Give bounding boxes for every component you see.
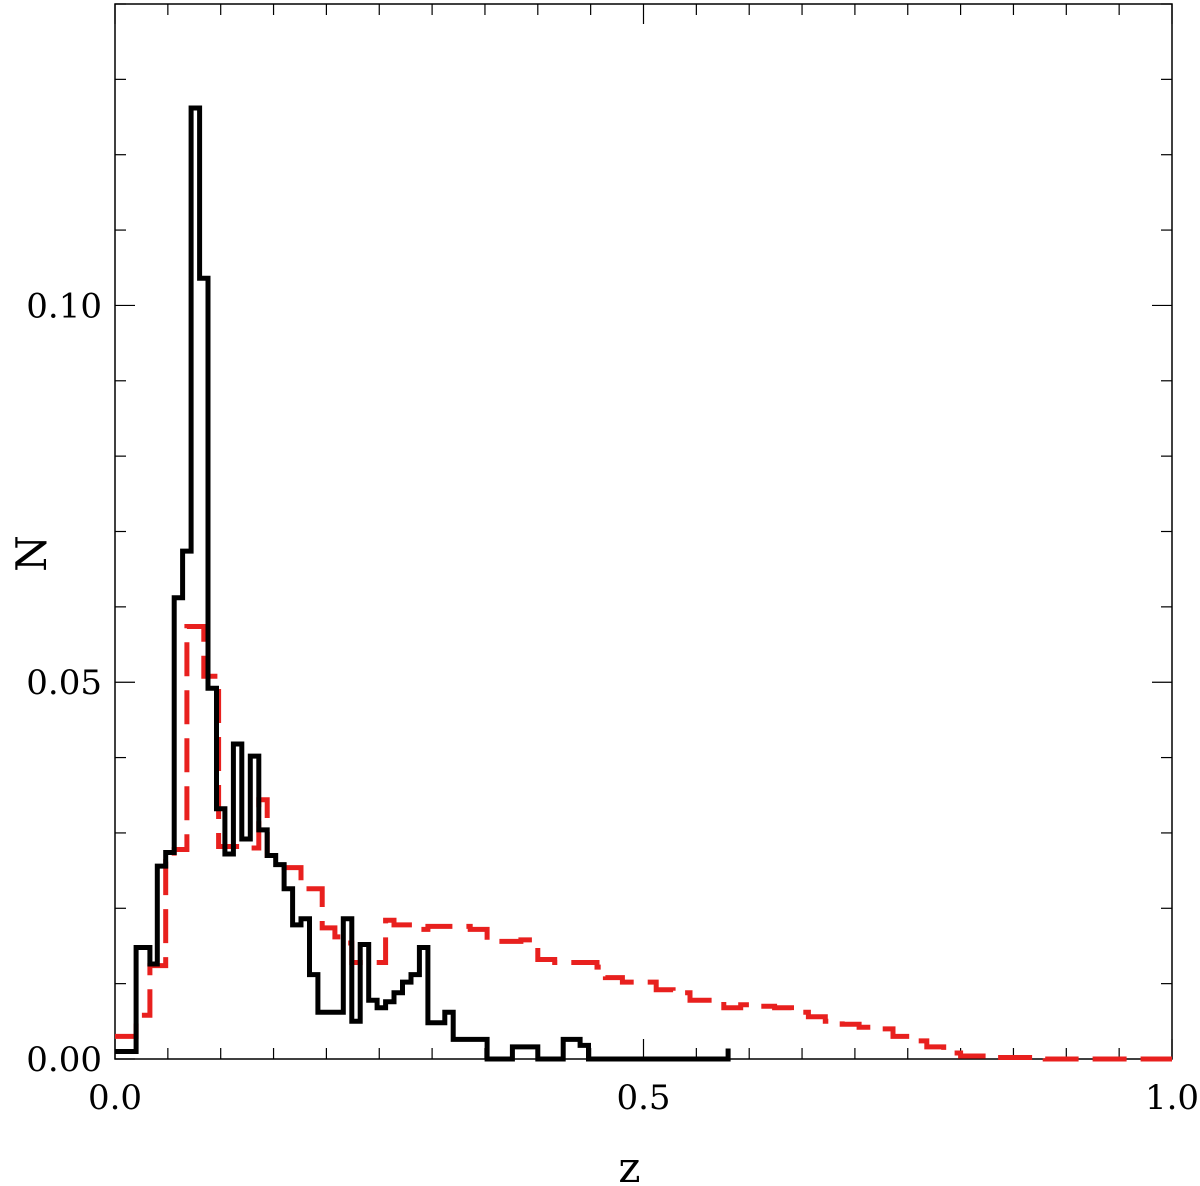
y-tick-label: 0.05 [26,663,102,703]
y-tick-label: 0.10 [26,286,102,326]
y-tick-labels: 0.00 0.05 0.10 [26,286,102,1080]
x-tick-label: 1.0 [1145,1078,1199,1118]
dashed-histogram-line [115,624,1172,1062]
series-layer [115,105,1172,1062]
x-tick-labels: 0.0 0.5 1.0 [88,1078,1199,1118]
y-tick-label: 0.00 [26,1040,102,1080]
x-tick-label: 0.0 [88,1078,142,1118]
axis-ticks [114,3,1173,1060]
plot-border [114,3,1173,1060]
y-axis-label: N [7,535,56,572]
x-axis-label: z [618,1143,640,1186]
x-tick-label: 0.5 [616,1078,670,1118]
solid-histogram-line [115,105,731,1062]
plot-frame [114,3,1173,1060]
